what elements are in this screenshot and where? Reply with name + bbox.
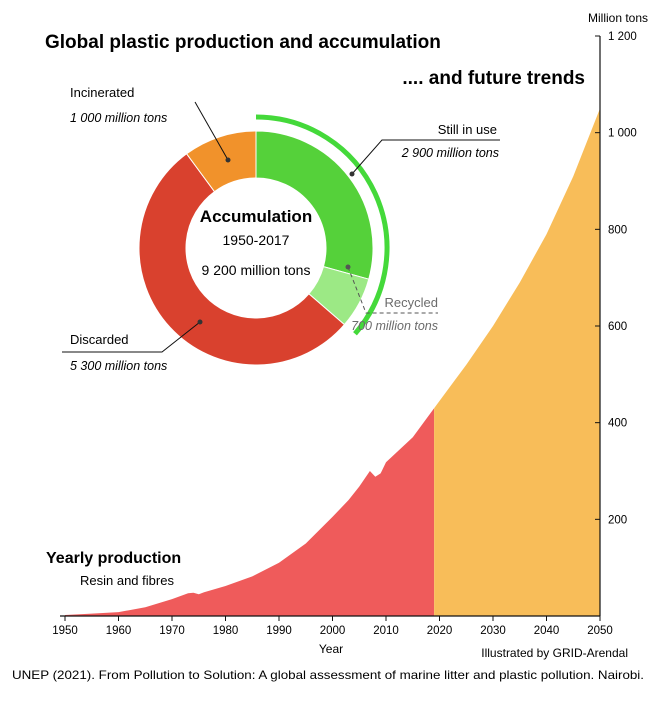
x-tick-label: 2020 bbox=[427, 625, 453, 637]
donut-slice-discarded bbox=[138, 153, 346, 366]
recycled-dot bbox=[345, 264, 351, 270]
x-tick-label: 2040 bbox=[534, 625, 560, 637]
x-tick-label: 2050 bbox=[587, 625, 613, 637]
x-tick-label: 1960 bbox=[106, 625, 132, 637]
incinerated-dot bbox=[225, 157, 231, 163]
discarded-dot bbox=[197, 319, 203, 325]
yearly-production-title: Yearly production bbox=[46, 550, 181, 567]
donut-center-total: 9 200 million tons bbox=[202, 262, 311, 278]
y-tick-label: 800 bbox=[608, 224, 627, 236]
recycled-value: 700 million tons bbox=[351, 319, 438, 333]
x-tick-label: 2000 bbox=[320, 625, 346, 637]
x-axis-label: Year bbox=[319, 642, 343, 656]
yearly-production-subtitle: Resin and fibres bbox=[80, 573, 174, 588]
x-tick-label: 2030 bbox=[480, 625, 506, 637]
y-tick-label: 600 bbox=[608, 321, 627, 333]
donut-center-period: 1950-2017 bbox=[223, 232, 290, 248]
historical-area bbox=[65, 408, 435, 616]
donut-slice-still-in-use bbox=[255, 130, 374, 280]
still-in-use-leader-line bbox=[351, 139, 500, 175]
still-in-use-label: Still in use bbox=[438, 122, 497, 137]
y-tick-group: 200 400 600 800 1 000 1 200 bbox=[595, 31, 637, 526]
x-tick-label: 1980 bbox=[213, 625, 239, 637]
x-tick-label: 1990 bbox=[266, 625, 292, 637]
area-series-group bbox=[65, 108, 600, 616]
y-tick-label: 1 200 bbox=[608, 31, 637, 43]
x-tick-label: 1970 bbox=[159, 625, 185, 637]
recycled-label: Recycled bbox=[385, 295, 438, 310]
still-in-use-bracket bbox=[255, 114, 390, 336]
x-tick-label: 2010 bbox=[373, 625, 399, 637]
still-in-use-dot bbox=[349, 171, 355, 177]
discarded-leader-line bbox=[62, 321, 201, 353]
source-citation: UNEP (2021). From Pollution to Solution:… bbox=[12, 668, 644, 682]
x-tick-label: 1950 bbox=[52, 625, 78, 637]
future-trend-area bbox=[434, 108, 600, 616]
donut-center-title: Accumulation bbox=[200, 207, 312, 226]
donut-slice-incinerated bbox=[185, 130, 257, 193]
y-axis-label: Million tons bbox=[588, 11, 648, 25]
incinerated-leader-line bbox=[194, 101, 229, 161]
chart-title: Global plastic production and accumulati… bbox=[45, 32, 441, 53]
y-tick-label: 1 000 bbox=[608, 128, 637, 140]
illustration-credit: Illustrated by GRID-Arendal bbox=[481, 646, 628, 660]
accumulation-donut bbox=[138, 130, 374, 366]
y-tick-label: 200 bbox=[608, 514, 627, 526]
y-tick-label: 400 bbox=[608, 418, 627, 430]
discarded-value: 5 300 million tons bbox=[70, 359, 167, 373]
still-in-use-value: 2 900 million tons bbox=[401, 146, 499, 160]
chart-subtitle: .... and future trends bbox=[402, 68, 585, 89]
x-tick-group: 1950 1960 1970 1980 1990 2000 2010 2020 2030 2040… bbox=[52, 616, 613, 637]
incinerated-value: 1 000 million tons bbox=[70, 111, 167, 125]
incinerated-label: Incinerated bbox=[70, 85, 134, 100]
discarded-label: Discarded bbox=[70, 332, 129, 347]
recycled-leader-line bbox=[347, 266, 438, 314]
